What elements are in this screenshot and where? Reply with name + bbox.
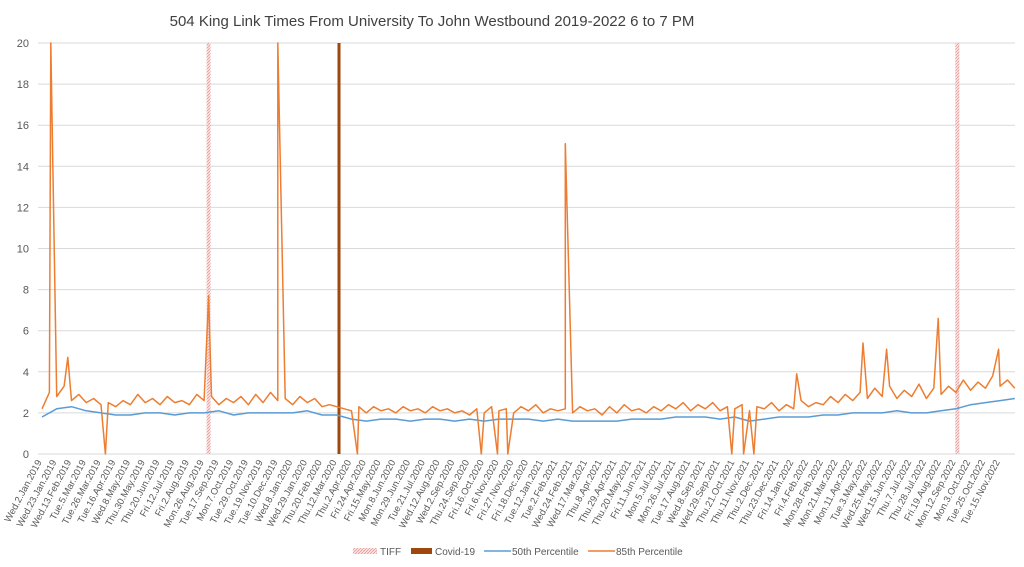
y-tick-label: 20: [17, 38, 29, 50]
y-tick-label: 12: [17, 202, 29, 214]
y-axis-ticks: 0 2 4 6 8 10 12 14 16 18 20: [17, 38, 29, 461]
y-tick-label: 10: [17, 244, 29, 256]
legend-swatch-tiff: [353, 548, 377, 554]
y-tick-label: 6: [23, 326, 29, 338]
legend: TIFF Covid-19 50th Percentile 85th Perce…: [353, 547, 683, 558]
y-tick-label: 18: [17, 79, 29, 91]
y-tick-label: 14: [17, 161, 29, 173]
legend-label-covid: Covid-19: [435, 547, 475, 558]
covid-marker: [337, 43, 341, 454]
legend-swatch-covid: [411, 548, 432, 554]
y-tick-label: 4: [23, 367, 29, 379]
tiff-marker: [955, 43, 960, 454]
x-axis-ticks: Wed.2.Jan.2019Wed.23.Jan.2019Wed.13.Feb.…: [3, 458, 1003, 530]
series-line-50th-percentile: [41, 397, 1015, 422]
legend-label-50th: 50th Percentile: [512, 547, 579, 558]
y-tick-label: 2: [23, 408, 29, 420]
tiff-marker: [206, 43, 211, 454]
gridlines: [38, 42, 1015, 455]
y-tick-label: 0: [23, 449, 29, 461]
legend-label-tiff: TIFF: [380, 547, 401, 558]
chart-title: 504 King Link Times From University To J…: [170, 13, 695, 30]
legend-label-85th: 85th Percentile: [616, 547, 683, 558]
series-line-85th-percentile: [41, 42, 1016, 455]
y-tick-label: 16: [17, 120, 29, 132]
series-lines: [41, 42, 1016, 455]
y-tick-label: 8: [23, 285, 29, 297]
event-markers: [206, 43, 960, 454]
